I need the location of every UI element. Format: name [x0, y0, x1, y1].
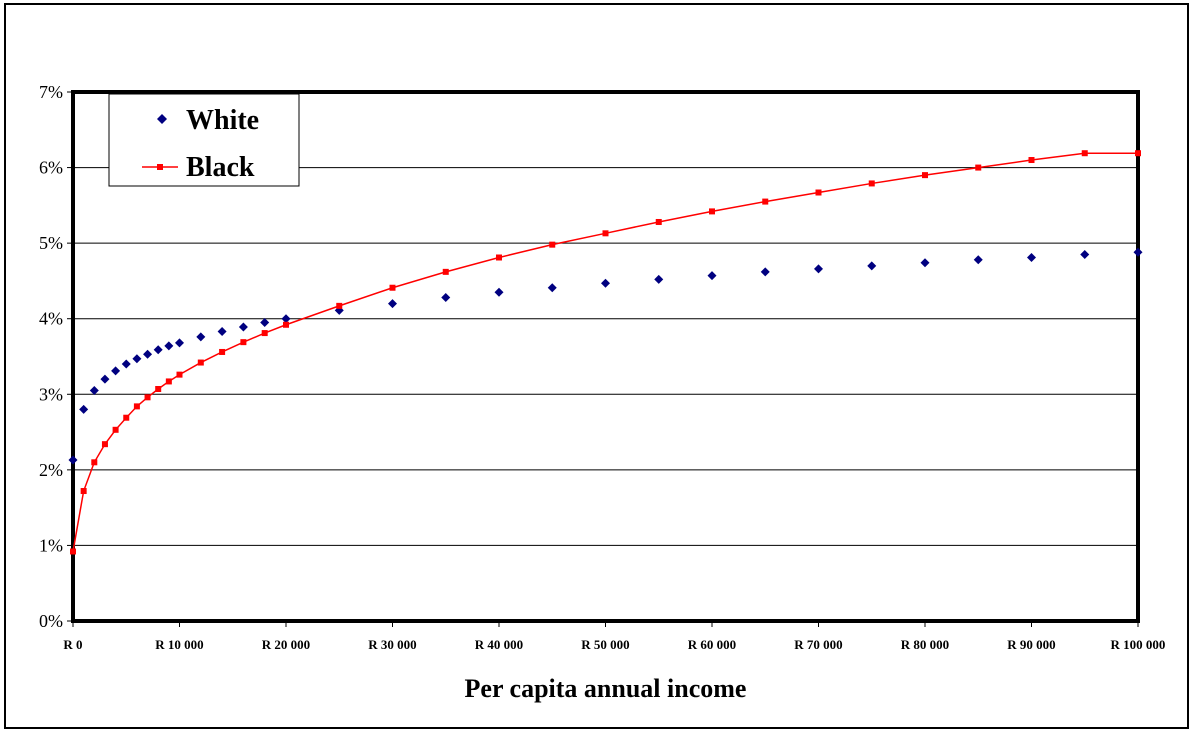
square-icon [157, 164, 163, 170]
legend-box [108, 93, 300, 187]
data-point-black [655, 218, 662, 225]
data-point-black [762, 198, 769, 205]
data-point-black [283, 321, 289, 328]
gridlines [73, 167, 1138, 546]
data-point-black [389, 284, 396, 291]
x-tick-label: R 20 000 [262, 637, 310, 652]
x-tick-label: R 40 000 [475, 637, 523, 652]
data-point-black [1081, 150, 1088, 157]
data-point-white [111, 366, 121, 376]
x-tick-label: R 100 000 [1111, 637, 1166, 652]
data-point-black [70, 548, 76, 555]
data-point-white [175, 338, 184, 348]
x-tick-label: R 80 000 [901, 637, 949, 652]
diamond-icon [157, 114, 167, 124]
x-tick-label: R 60 000 [688, 637, 736, 652]
y-tick-label: 0% [39, 611, 63, 631]
series-layer [68, 150, 1143, 555]
data-point-black [975, 164, 982, 171]
data-point-white [143, 349, 153, 359]
series-black [70, 150, 1141, 555]
data-point-white [547, 283, 557, 293]
data-point-black [219, 348, 226, 355]
data-point-white [217, 327, 227, 337]
data-point-black [155, 385, 162, 392]
y-axis: 0% 1% 2% 3% 4% 5% 6% 7% [39, 82, 73, 631]
data-point-black [1028, 157, 1035, 164]
data-point-black [80, 488, 87, 495]
data-point-white [920, 258, 930, 268]
x-axis-label: Per capita annual income [465, 674, 747, 703]
series-white [68, 247, 1143, 465]
data-point-black [496, 254, 502, 261]
x-tick-label: R 90 000 [1007, 637, 1055, 652]
data-point-white [1027, 253, 1036, 263]
data-point-black [240, 339, 247, 346]
data-point-black [101, 441, 108, 448]
y-tick-label: 3% [39, 384, 63, 404]
data-point-black [144, 394, 151, 401]
data-point-white [196, 332, 206, 342]
data-point-black [922, 172, 928, 179]
data-point-white [1133, 247, 1143, 257]
data-point-white [973, 255, 983, 265]
data-point-white [68, 455, 78, 465]
data-point-white [1080, 249, 1090, 259]
y-tick-label: 4% [39, 309, 63, 329]
data-point-white [494, 287, 504, 297]
data-point-white [89, 386, 99, 396]
data-point-black [91, 459, 98, 466]
y-tick-label: 2% [39, 460, 63, 480]
data-point-black [165, 378, 172, 385]
data-point-black [442, 268, 449, 275]
legend-item-black: Black [142, 152, 255, 183]
data-point-white [601, 278, 610, 288]
legend-item-white: White [157, 105, 259, 136]
x-tick-label: R 50 000 [581, 637, 629, 652]
data-point-black [815, 189, 822, 196]
x-axis: R 0 R 10 000 R 20 000 R 30 000 R 40 000 R 50 … [63, 621, 1165, 652]
data-point-white [441, 293, 451, 303]
data-point-black [709, 208, 715, 215]
data-point-white [260, 317, 270, 327]
data-point-black [1135, 150, 1141, 157]
data-point-white [164, 341, 174, 351]
series-line-black [72, 152, 1138, 552]
x-tick-label: R 70 000 [794, 637, 842, 652]
legend-label-white: White [186, 105, 259, 136]
data-point-black [261, 330, 268, 337]
data-point-black [868, 180, 875, 187]
data-point-white [707, 271, 717, 281]
data-point-white [760, 267, 770, 277]
data-point-white [654, 274, 664, 284]
x-tick-label: R 30 000 [368, 637, 416, 652]
data-point-white [388, 299, 397, 309]
data-point-white [814, 264, 823, 274]
data-point-black [176, 371, 183, 378]
x-tick-label: R 0 [63, 637, 82, 652]
data-point-black [133, 403, 140, 410]
y-tick-label: 5% [39, 233, 63, 253]
data-point-black [112, 426, 119, 433]
data-point-white [121, 359, 131, 369]
data-point-white [153, 345, 163, 355]
legend: White Black [108, 93, 300, 187]
legend-label-black: Black [186, 152, 255, 183]
data-point-white [281, 314, 291, 324]
data-point-white [100, 374, 110, 384]
data-point-white [132, 354, 142, 364]
data-point-white [238, 322, 248, 332]
data-point-black [602, 230, 609, 237]
data-point-white [79, 404, 89, 414]
data-point-black [549, 241, 556, 248]
y-tick-label: 7% [39, 82, 63, 102]
y-tick-label: 1% [39, 535, 63, 555]
data-point-black [123, 414, 130, 421]
y-tick-label: 6% [39, 158, 63, 178]
x-tick-label: R 10 000 [155, 637, 203, 652]
data-point-black [336, 302, 343, 309]
data-point-black [197, 359, 204, 366]
data-point-white [867, 261, 877, 271]
